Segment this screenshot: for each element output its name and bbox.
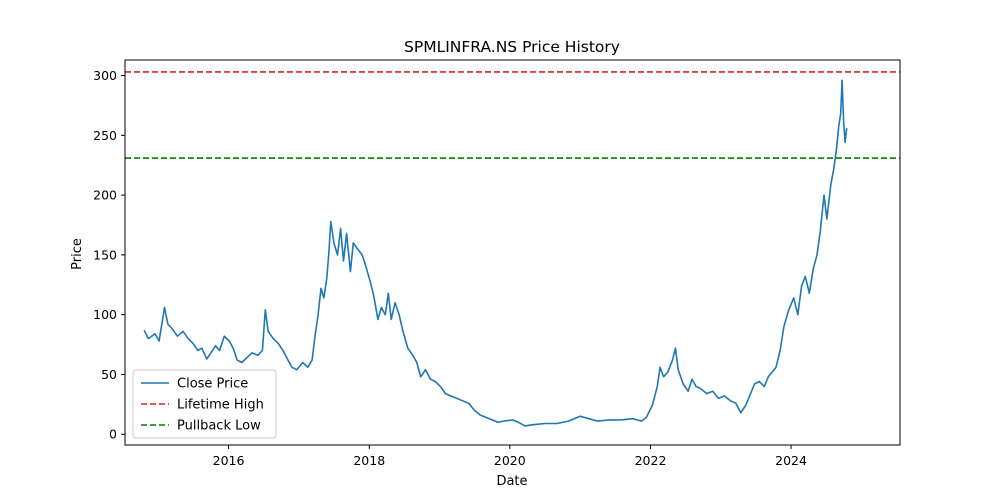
- x-tick-label: 2020: [494, 453, 526, 468]
- legend-box: [132, 369, 277, 439]
- legend: Close Price Lifetime High Pullback Low: [132, 369, 277, 439]
- plot-frame: [124, 59, 901, 446]
- plot-area: [125, 71, 900, 427]
- chart-title: SPMLINFRA.NS Price History: [404, 38, 620, 56]
- legend-label: Lifetime High: [177, 398, 264, 413]
- x-tick-label: 2016: [213, 453, 245, 468]
- series-line-close-price: [143, 79, 848, 427]
- y-axis-label: Price: [70, 238, 85, 270]
- y-tick-label: 250: [93, 128, 117, 143]
- y-tick-label: 300: [93, 68, 117, 83]
- legend-label: Close Price: [177, 377, 248, 392]
- x-tick-label: 2018: [353, 453, 385, 468]
- legend-label: Pullback Low: [177, 419, 261, 434]
- axes: 0 50 100 150 200 250 300 2016 2018 2020 2022 2024: [93, 59, 901, 468]
- y-tick-label: 200: [93, 188, 117, 203]
- x-tick-label: 2024: [775, 453, 807, 468]
- x-tick-label: 2022: [635, 453, 667, 468]
- y-tick-label: 100: [93, 307, 117, 322]
- y-tick-label: 0: [109, 427, 117, 442]
- y-tick-label: 50: [101, 367, 117, 382]
- y-tick-label: 150: [93, 247, 117, 262]
- x-axis-label: Date: [496, 474, 527, 489]
